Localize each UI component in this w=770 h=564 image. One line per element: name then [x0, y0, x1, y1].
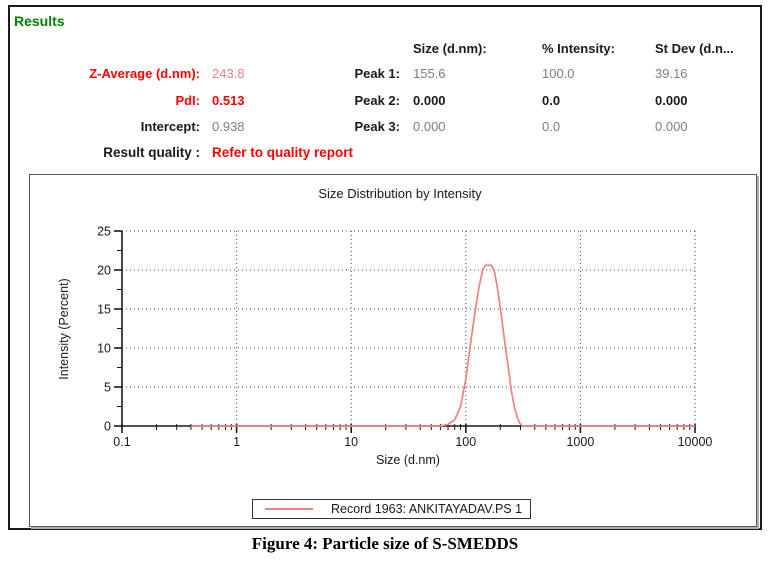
results-section-title: Results: [14, 13, 65, 29]
peak3-intensity-value: 0.0: [542, 119, 561, 134]
svg-text:0: 0: [104, 420, 111, 434]
peak1-stdev-value: 39.16: [655, 66, 688, 81]
column-header-size: Size (d.nm):: [413, 41, 487, 56]
peak3-label: Peak 3:: [354, 119, 400, 134]
peak2-intensity-value: 0.0: [542, 93, 561, 108]
peak2-stdev-value: 0.000: [655, 93, 688, 108]
svg-text:1000: 1000: [566, 435, 594, 449]
size-distribution-chart: Size Distribution by Intensity Intensity…: [29, 174, 757, 527]
svg-text:20: 20: [97, 264, 111, 278]
peak1-label: Peak 1:: [354, 66, 400, 81]
chart-canvas: Size Distribution by Intensity Intensity…: [57, 186, 712, 467]
svg-text:100: 100: [455, 435, 476, 449]
chart-title: Size Distribution by Intensity: [318, 186, 482, 201]
z-average-value: 243.8: [212, 66, 245, 81]
results-panel: Results Size (d.nm): % Intensity: St Dev…: [8, 5, 762, 530]
svg-text:1: 1: [233, 435, 240, 449]
intercept-value: 0.938: [212, 119, 245, 134]
column-header-stdev: St Dev (d.n...: [655, 41, 734, 56]
intercept-label: Intercept:: [140, 119, 200, 134]
svg-text:10000: 10000: [678, 435, 713, 449]
peak3-stdev-value: 0.000: [655, 119, 688, 134]
peak2-label: Peak 2:: [354, 93, 400, 108]
plot-area: 0 5 10 15 20 25 0.1 1 10 100 1000 10000: [97, 225, 712, 450]
svg-text:10: 10: [97, 342, 111, 356]
z-average-label: Z-Average (d.nm):: [89, 66, 200, 81]
result-quality-label: Result quality :: [103, 145, 200, 160]
legend-box: Record 1963: ANKITAYADAV.PS 1: [252, 499, 531, 519]
peak1-size-value: 155.6: [413, 66, 446, 81]
legend-line-sample: [265, 508, 313, 510]
x-axis-label: Size (d.nm): [376, 453, 440, 467]
svg-text:10: 10: [344, 435, 358, 449]
svg-text:0.1: 0.1: [113, 435, 130, 449]
svg-text:15: 15: [97, 303, 111, 317]
column-header-intensity: % Intensity:: [542, 41, 615, 56]
svg-text:25: 25: [97, 225, 111, 239]
svg-text:5: 5: [104, 381, 111, 395]
figure-caption: Figure 4: Particle size of S-SMEDDS: [251, 534, 519, 553]
pdi-label: PdI:: [175, 93, 200, 108]
peak3-size-value: 0.000: [413, 119, 446, 134]
result-quality-value: Refer to quality report: [212, 145, 354, 160]
pdi-value: 0.513: [212, 93, 245, 108]
peak2-size-value: 0.000: [413, 93, 446, 108]
peak1-intensity-value: 100.0: [542, 66, 575, 81]
y-axis-label: Intensity (Percent): [57, 278, 71, 379]
legend-record-label: Record 1963: ANKITAYADAV.PS 1: [331, 502, 523, 516]
